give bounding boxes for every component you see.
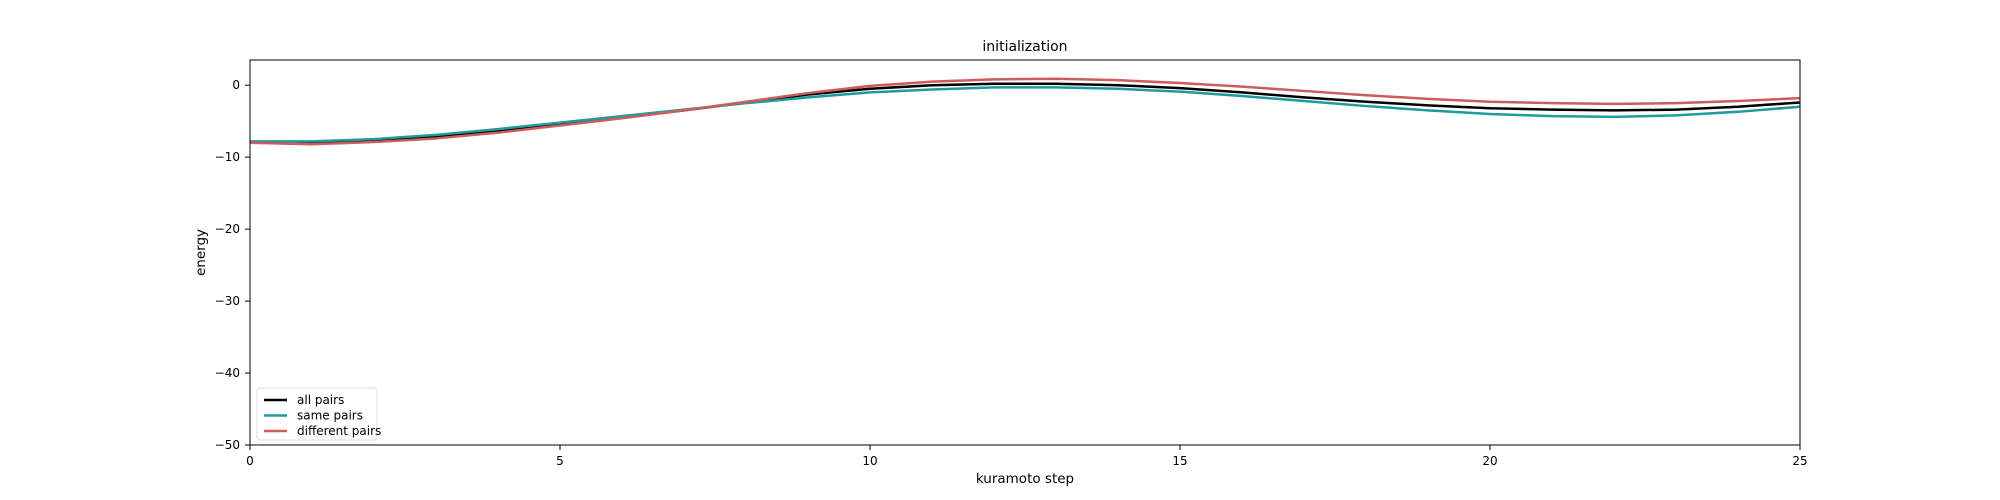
chart-title: initialization <box>982 39 1067 55</box>
x-tick-label: 25 <box>1792 454 1807 468</box>
legend-label: all pairs <box>297 393 344 407</box>
plot-area: 0 5 10 15 20 25 0 −10 −20 −30 −40 −50 <box>215 59 1808 468</box>
y-tick-label: −50 <box>215 438 240 452</box>
x-tick-label: 5 <box>556 454 564 468</box>
y-tick-label: −30 <box>215 294 240 308</box>
x-tick-label: 0 <box>246 454 254 468</box>
y-tick-label: −10 <box>215 150 240 164</box>
y-tick-label: −20 <box>215 222 240 236</box>
y-tick-label: 0 <box>232 78 240 92</box>
plot-frame <box>249 59 1801 446</box>
series-line-all-pairs <box>250 82 1800 145</box>
x-tick-label: 10 <box>862 454 877 468</box>
legend-label: different pairs <box>297 424 381 438</box>
x-tick-label: 20 <box>1482 454 1497 468</box>
y-tick-label: −40 <box>215 366 240 380</box>
series-lines <box>250 77 1800 146</box>
x-axis-label: kuramoto step <box>976 471 1074 487</box>
x-tick-label: 15 <box>1172 454 1187 468</box>
series-line-different-pairs <box>250 77 1800 146</box>
series-line-same-pairs <box>250 86 1800 143</box>
legend-label: same pairs <box>297 409 363 423</box>
y-axis-label: energy <box>193 229 209 276</box>
